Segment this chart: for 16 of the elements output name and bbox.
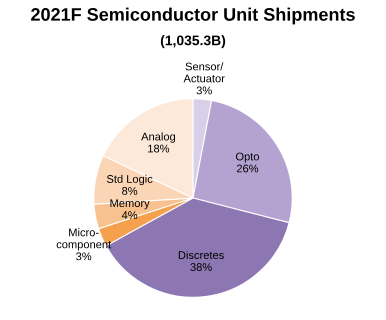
- slice-label: Sensor/ Actuator: [184, 62, 225, 82]
- slice-label: Discretes: [178, 250, 224, 260]
- data-label: 26%: [236, 164, 258, 172]
- slice-label: Std Logic: [106, 174, 152, 186]
- chart-subtitle: (1,035.3B): [160, 35, 226, 48]
- slice-label: Analog: [141, 132, 176, 143]
- chart-title: 2021F Semiconductor Unit Shipments: [31, 8, 355, 24]
- data-label: 18%: [148, 144, 170, 152]
- data-label: 3%: [196, 86, 212, 94]
- data-label: 4%: [122, 211, 138, 220]
- slice-label: Memory: [110, 199, 150, 210]
- data-label: 38%: [190, 263, 212, 271]
- data-label: 8%: [122, 187, 138, 195]
- data-label: 3%: [76, 252, 92, 260]
- slice-label: Micro- component: [56, 228, 112, 250]
- slice-label: Opto: [236, 152, 260, 163]
